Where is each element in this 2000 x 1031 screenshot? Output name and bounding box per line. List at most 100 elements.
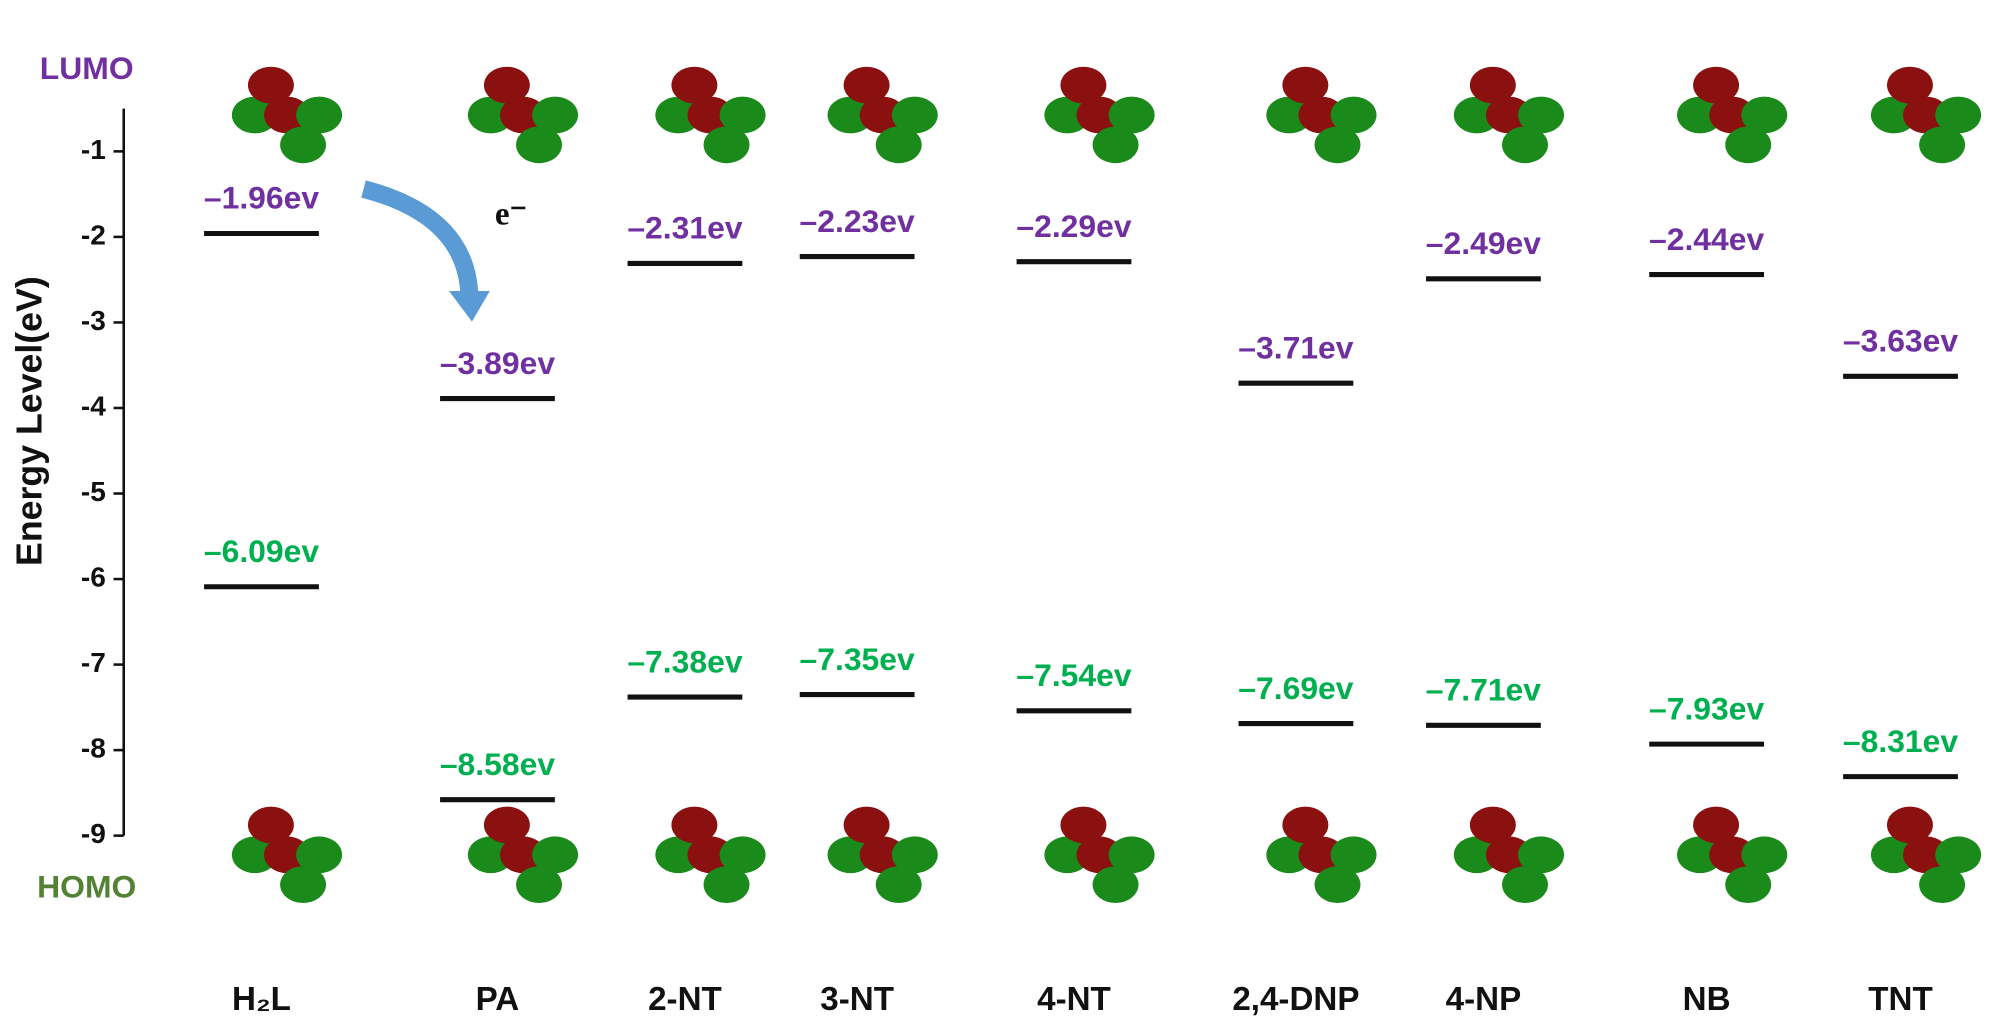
value-label: –3.89ev [440,345,555,381]
orbital-lobe [1886,806,1933,844]
orbital-lobe [1469,66,1516,104]
orbital-lobe [655,96,702,134]
value-label: –2.49ev [1426,225,1541,261]
orbital-lobe [1677,836,1723,874]
orbital-lobe [719,836,766,874]
y-tick-label: -1 [81,134,106,165]
orbital-lobe [1314,126,1361,164]
orbital-lobe [655,836,702,874]
orbital-lobe [1709,836,1756,874]
y-tick-label: -6 [81,561,106,592]
x-category-label: 2,4-DNP [1232,981,1359,1018]
y-tick-label: -3 [81,305,106,336]
x-category-label: 4-NT [1037,981,1111,1018]
orbital-lobe [1741,96,1788,134]
value-label: –7.35ev [800,641,915,677]
orbital-lobe [500,836,546,874]
x-category-label: 4-NP [1446,981,1522,1018]
orbital-lobe [671,806,718,844]
orbital-lobe [1060,806,1107,844]
orbital-lobe [1919,866,1966,903]
orbital-lobe [1298,96,1345,134]
orbital-lobe [1485,96,1532,134]
orbital-lobe [1092,866,1139,903]
orbital-lobe [827,96,874,134]
x-category-label: TNT [1868,981,1932,1018]
orbital-lobe [264,836,310,874]
y-tick-label: -4 [81,390,106,421]
orbital-lobe [1282,806,1329,844]
x-category-label: 2-NT [648,981,722,1018]
value-label: –3.63ev [1843,323,1958,359]
orbital-lobe [703,126,750,164]
orbital-lobe [1502,126,1548,164]
orbital-lobe [1076,96,1123,134]
orbital-lobe [1502,866,1548,903]
orbital-lobe [1282,66,1329,104]
value-label: –3.71ev [1238,329,1353,365]
orbital-lobe [280,866,327,903]
value-label: –7.69ev [1238,670,1353,706]
y-tick-label: -2 [81,219,106,250]
orbital-lobe [1935,836,1982,874]
orbital-lobe [516,126,562,164]
orbital-lobe [1870,836,1917,874]
orbital-lobe [247,806,294,844]
orbital-lobe [1469,806,1516,844]
orbital-lobe [1518,836,1565,874]
orbital-lobe [231,96,278,134]
orbital-lobe [1092,126,1139,164]
orbital-lobe [1330,836,1377,874]
orbital-lobe [1677,96,1723,134]
orbital-lobe [1903,836,1949,874]
value-label: –8.58ev [440,746,555,782]
orbital-lobe [532,96,579,134]
orbital-lobe [1709,96,1756,134]
value-label: –7.54ev [1016,657,1131,693]
value-label: –8.31ev [1843,723,1958,759]
orbital-lobe [467,96,514,134]
orbital-lobe [859,96,906,134]
orbital-lobe [875,866,922,903]
value-label: –7.93ev [1649,690,1764,726]
orbital-lobe [1044,836,1091,874]
orbital-lobe [1076,836,1123,874]
orbital-lobe [671,66,718,104]
arrow-head [448,291,490,322]
orbital-lobe [1453,836,1500,874]
orbital-lobe [1725,126,1772,164]
orbital-lobe [1314,866,1361,903]
orbital-lobe [1330,96,1377,134]
series-name: LUMO [40,50,134,86]
orbital-lobe [843,806,890,844]
orbital-lobe [296,836,343,874]
orbital-lobe [891,96,938,134]
value-label: –2.31ev [627,210,742,246]
orbital-lobe [1266,96,1313,134]
orbital-lobe [264,96,310,134]
orbital-lobe [1870,96,1917,134]
orbital-lobe [296,96,343,134]
orbital-lobe [1741,836,1788,874]
x-category-label: NB [1683,981,1731,1018]
orbital-lobe [1725,866,1772,903]
y-tick-label: -9 [81,818,106,849]
value-label: –7.71ev [1426,672,1541,708]
value-label: –2.23ev [800,203,915,239]
orbital-lobe [1919,126,1966,164]
orbital-lobe [1060,66,1107,104]
y-tick-label: -7 [81,647,106,678]
orbital-lobe [1266,836,1313,874]
orbital-lobe [1935,96,1982,134]
orbital-lobe [827,836,874,874]
orbital-lobe [1693,66,1740,104]
orbital-lobe [467,836,514,874]
orbital-lobe [843,66,890,104]
orbital-lobe [1108,836,1155,874]
orbital-lobe [1298,836,1345,874]
y-tick-label: -5 [81,476,106,507]
value-label: –7.38ev [627,643,742,679]
orbital-lobe [1886,66,1933,104]
orbital-lobe [859,836,906,874]
orbital-lobe [1693,806,1740,844]
